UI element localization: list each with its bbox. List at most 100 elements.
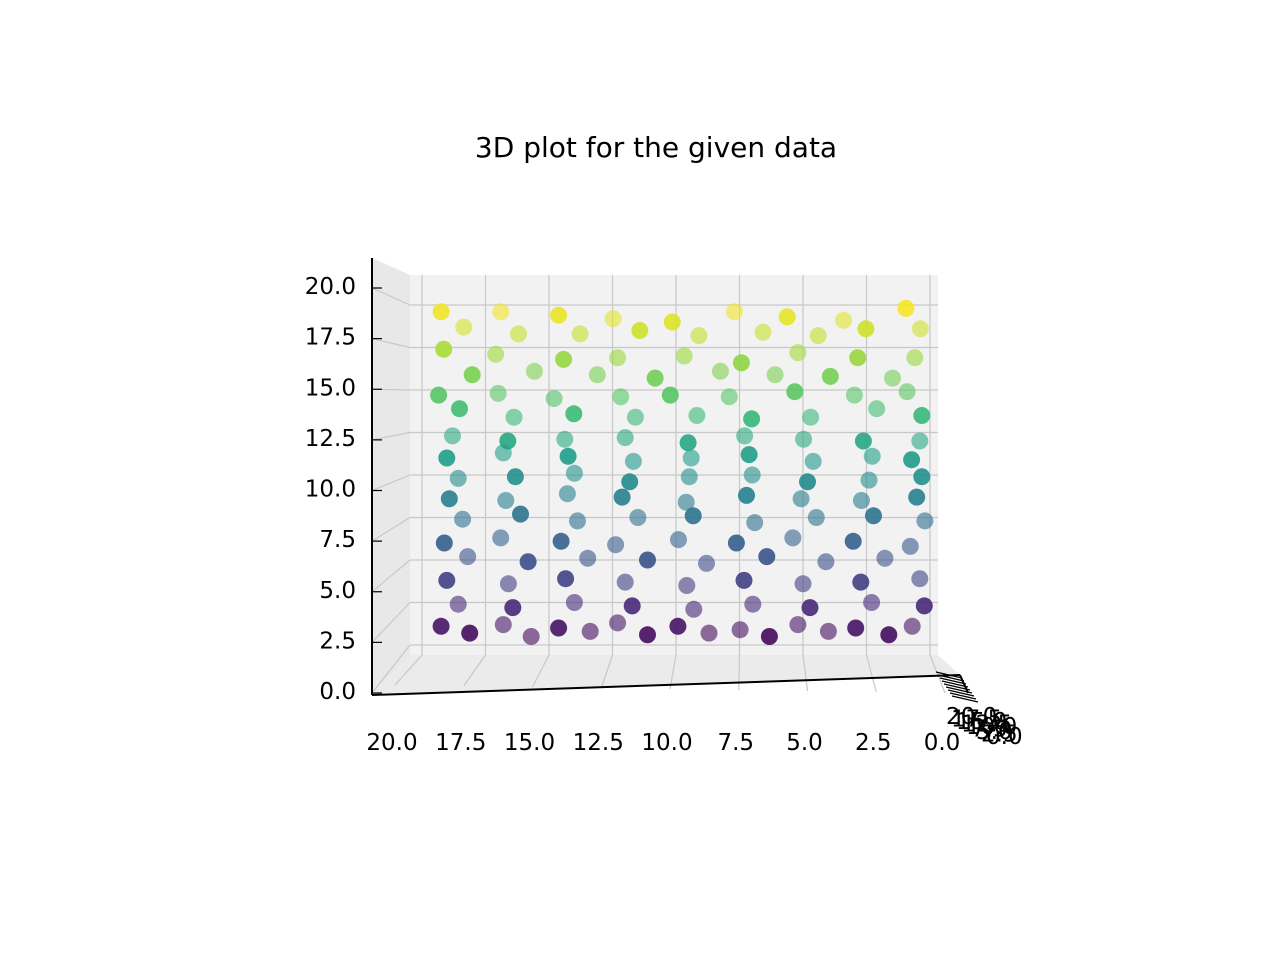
- data-point: [690, 327, 708, 345]
- data-point: [736, 427, 754, 445]
- data-point: [863, 594, 881, 611]
- data-point: [621, 473, 639, 491]
- data-point: [565, 405, 583, 423]
- data-point: [913, 407, 931, 424]
- data-point: [492, 303, 510, 321]
- data-point: [760, 628, 778, 645]
- z-tick-label: 10.0: [305, 477, 356, 503]
- y-tick: [939, 677, 967, 685]
- y-tick-label: 12.5: [961, 712, 1012, 738]
- data-point: [571, 325, 589, 343]
- data-point: [799, 473, 816, 491]
- floor-grid-line: [669, 654, 677, 690]
- side-pane: [372, 258, 410, 695]
- data-point: [911, 432, 929, 450]
- x-tick-label: 12.5: [573, 730, 624, 756]
- data-point: [852, 492, 870, 509]
- side-grid-line: [371, 474, 411, 492]
- y-tick: [951, 695, 979, 703]
- data-point: [911, 320, 929, 338]
- data-point: [569, 512, 586, 530]
- data-point: [623, 597, 641, 615]
- y-tick-label: 7.5: [971, 717, 1008, 743]
- data-point: [821, 367, 839, 385]
- data-point: [639, 626, 656, 644]
- data-point: [688, 407, 706, 424]
- y-tick: [935, 671, 963, 679]
- data-point: [438, 449, 456, 467]
- side-grid-line: [371, 338, 411, 349]
- data-point: [735, 571, 753, 589]
- data-point: [711, 362, 729, 380]
- data-point: [678, 577, 696, 594]
- data-point: [604, 310, 622, 328]
- data-point: [677, 493, 695, 511]
- x-axis-line: [371, 674, 961, 696]
- z-tick-label: 20.0: [305, 274, 356, 300]
- data-point: [675, 347, 693, 365]
- data-point: [494, 616, 512, 634]
- z-tick-label: 15.0: [305, 375, 356, 401]
- x-tick-label: 10.0: [641, 730, 692, 756]
- data-points: [430, 299, 934, 645]
- side-grid-line: [371, 516, 411, 542]
- data-point: [916, 512, 934, 530]
- data-point: [906, 349, 924, 367]
- data-point: [435, 340, 453, 358]
- x-tick-label: 2.5: [855, 730, 892, 756]
- y-tick: [943, 683, 971, 691]
- floor-grid-line: [929, 654, 946, 694]
- data-point: [463, 366, 481, 384]
- data-point: [558, 485, 576, 503]
- data-point: [626, 408, 644, 426]
- data-point: [438, 571, 456, 589]
- data-point: [510, 325, 527, 343]
- side-grid-line: [371, 602, 411, 643]
- data-point: [506, 468, 524, 486]
- data-point: [802, 408, 820, 426]
- data-point: [732, 354, 750, 372]
- floor-grid-line: [600, 654, 614, 689]
- y-tick: [945, 686, 973, 694]
- data-point: [844, 532, 862, 550]
- x-tick-label: 5.0: [786, 730, 823, 756]
- data-point: [588, 366, 606, 384]
- data-point: [854, 432, 872, 450]
- data-point: [911, 570, 929, 588]
- data-point: [565, 594, 583, 611]
- y-tick-label: 17.5: [951, 707, 1002, 733]
- y-tick: [947, 689, 975, 697]
- x-tick-label: 15.0: [504, 730, 555, 756]
- data-point: [607, 536, 625, 554]
- data-point: [758, 548, 776, 566]
- data-point: [661, 386, 679, 404]
- data-point: [884, 369, 901, 387]
- data-point: [700, 624, 718, 642]
- side-grid-line: [371, 559, 411, 593]
- data-point: [451, 400, 468, 418]
- data-point: [847, 619, 865, 637]
- y-tick-label: 10.0: [966, 714, 1017, 740]
- data-point: [744, 595, 762, 613]
- data-point: [454, 510, 472, 528]
- data-point: [682, 449, 700, 467]
- data-point: [616, 429, 634, 447]
- data-point: [903, 617, 921, 635]
- data-point: [789, 616, 807, 634]
- data-point: [698, 554, 715, 572]
- data-point: [794, 575, 812, 593]
- data-point: [504, 599, 522, 617]
- data-point: [913, 468, 931, 486]
- back-pane: [410, 275, 938, 655]
- side-grid-line: [371, 287, 411, 306]
- floor-grid-line: [802, 654, 809, 692]
- data-point: [720, 388, 738, 406]
- data-point: [680, 468, 698, 486]
- y-tick-label: 0.0: [986, 724, 1023, 750]
- x-tick-label: 17.5: [435, 730, 486, 756]
- data-point: [868, 400, 886, 418]
- data-point: [669, 617, 687, 635]
- data-point: [845, 386, 863, 404]
- data-point: [519, 553, 537, 571]
